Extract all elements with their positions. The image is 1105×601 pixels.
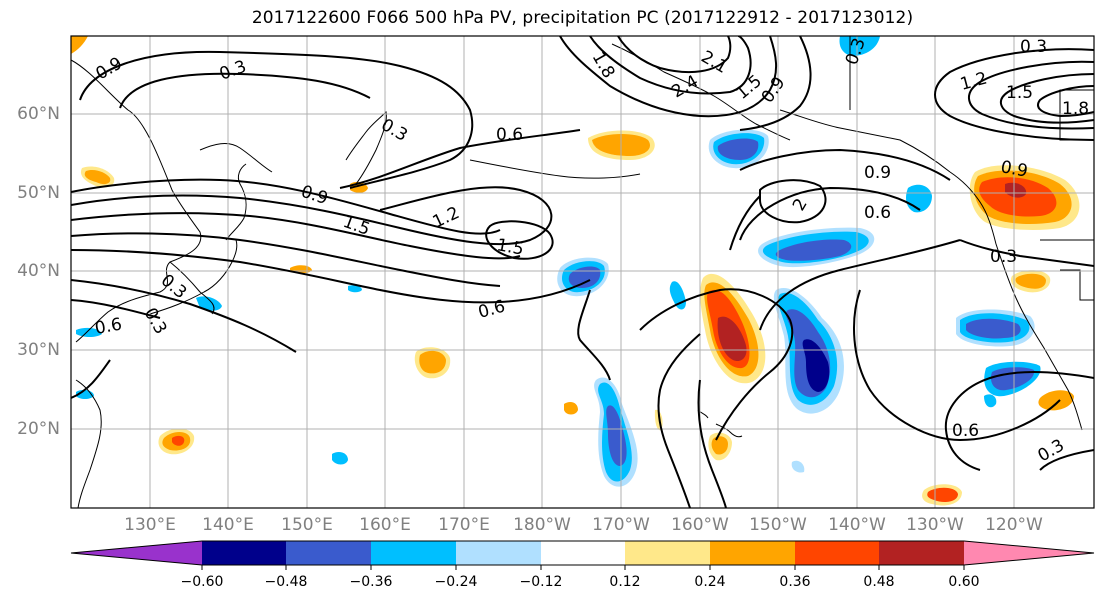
lon-label: 160°E xyxy=(359,515,411,535)
lon-label: 130°E xyxy=(124,515,176,535)
contour-label: 1.5 xyxy=(1006,83,1033,103)
colorbar-tick-label: 0.12 xyxy=(609,574,641,590)
colorbar-tick-label: 0.60 xyxy=(948,574,980,590)
colorbar-tick-label: −0.60 xyxy=(180,574,224,590)
colorbar-bin xyxy=(371,541,456,565)
lat-label: 30°N xyxy=(17,340,60,360)
lon-label: 150°E xyxy=(281,515,333,535)
lon-label: 130°W xyxy=(906,515,964,535)
colorbar-extend-high xyxy=(964,541,1094,565)
colorbar-bin xyxy=(541,541,625,565)
chart-title: 2017122600 F066 500 hPa PV, precipitatio… xyxy=(251,8,914,28)
colorbar xyxy=(70,540,1095,570)
contour-label: 0.6 xyxy=(952,421,979,441)
colorbar-tick-label: −0.12 xyxy=(519,574,563,590)
colorbar-tick-label: 0.24 xyxy=(694,574,726,590)
lon-label: 140°E xyxy=(202,515,254,535)
colorbar-bin xyxy=(879,541,964,565)
lat-label: 50°N xyxy=(17,183,60,203)
colorbar-tick-label: −0.48 xyxy=(264,574,308,590)
contour-label: 0.6 xyxy=(864,203,891,223)
colorbar-bin xyxy=(710,541,795,565)
colorbar-bin xyxy=(795,541,879,565)
contour-label: 0.6 xyxy=(93,315,123,339)
contour-label: 0.6 xyxy=(496,125,523,145)
colorbar-tick-label: 0.36 xyxy=(779,574,811,590)
contour-label: 0.3 xyxy=(990,247,1017,267)
map-frame xyxy=(70,35,1095,509)
colorbar-bin xyxy=(456,541,541,565)
lat-label: 60°N xyxy=(17,104,60,124)
colorbar-tick-label: 0.48 xyxy=(863,574,895,590)
lon-label: 150°W xyxy=(749,515,807,535)
contour-label: 0.9 xyxy=(864,163,891,183)
lon-label: 170°E xyxy=(438,515,490,535)
contour-label: 1.5 xyxy=(495,235,525,259)
contour-label: 0.3 xyxy=(1020,37,1047,57)
contour-label: 0.9 xyxy=(999,157,1029,181)
colorbar-tick-label: −0.36 xyxy=(349,574,393,590)
contour-label: 1.8 xyxy=(1062,99,1089,119)
pv-contours xyxy=(71,36,1094,508)
lon-label: 120°W xyxy=(985,515,1043,535)
colorbar-extend-low xyxy=(71,541,202,565)
lon-label: 170°W xyxy=(592,515,650,535)
colorbar-bin xyxy=(625,541,710,565)
precipitation-shading xyxy=(71,36,1080,506)
lat-label: 20°N xyxy=(17,419,60,439)
coastlines xyxy=(71,36,1094,508)
lon-label: 180°W xyxy=(513,515,571,535)
colorbar-tick-label: −0.24 xyxy=(434,574,478,590)
lon-label: 140°W xyxy=(828,515,886,535)
colorbar-bin xyxy=(286,541,371,565)
lat-label: 40°N xyxy=(17,261,60,281)
lon-label: 160°W xyxy=(671,515,729,535)
colorbar-bin xyxy=(202,541,286,565)
